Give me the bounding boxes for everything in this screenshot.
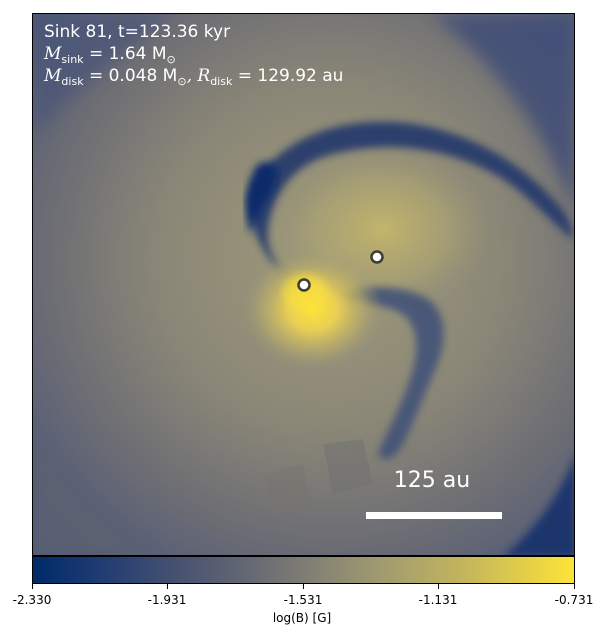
colorbar-tick-label: -1.531 <box>283 593 323 607</box>
sink-mass-label: Msink = 1.64 M⊙ <box>44 44 176 66</box>
colorbar-tick <box>32 584 33 589</box>
colorbar <box>32 556 575 584</box>
colorbar-tick-label: -1.131 <box>418 593 458 607</box>
sink-time-label: Sink 81, t=123.36 kyr <box>44 22 231 42</box>
colorbar-tick <box>438 584 439 589</box>
scale-bar-label: 125 au <box>393 468 471 493</box>
colorbar-tick <box>303 584 304 589</box>
field-image <box>33 14 574 555</box>
colorbar-tick-label: -2.330 <box>12 593 52 607</box>
magnetic-field-map: Sink 81, t=123.36 kyr Msink = 1.64 M⊙ Md… <box>32 13 575 556</box>
colorbar-tick <box>167 584 168 589</box>
sink-marker-primary <box>297 278 311 292</box>
colorbar-label: log(B) [G] <box>272 611 332 625</box>
colorbar-tick <box>574 584 575 589</box>
disk-properties-label: Mdisk = 0.048 M⊙, Rdisk = 129.92 au <box>44 66 344 88</box>
scale-bar <box>366 512 502 519</box>
colorbar-tick-label: -1.931 <box>147 593 187 607</box>
colorbar-tick-label: -0.731 <box>554 593 594 607</box>
sink-marker-secondary <box>370 250 384 264</box>
